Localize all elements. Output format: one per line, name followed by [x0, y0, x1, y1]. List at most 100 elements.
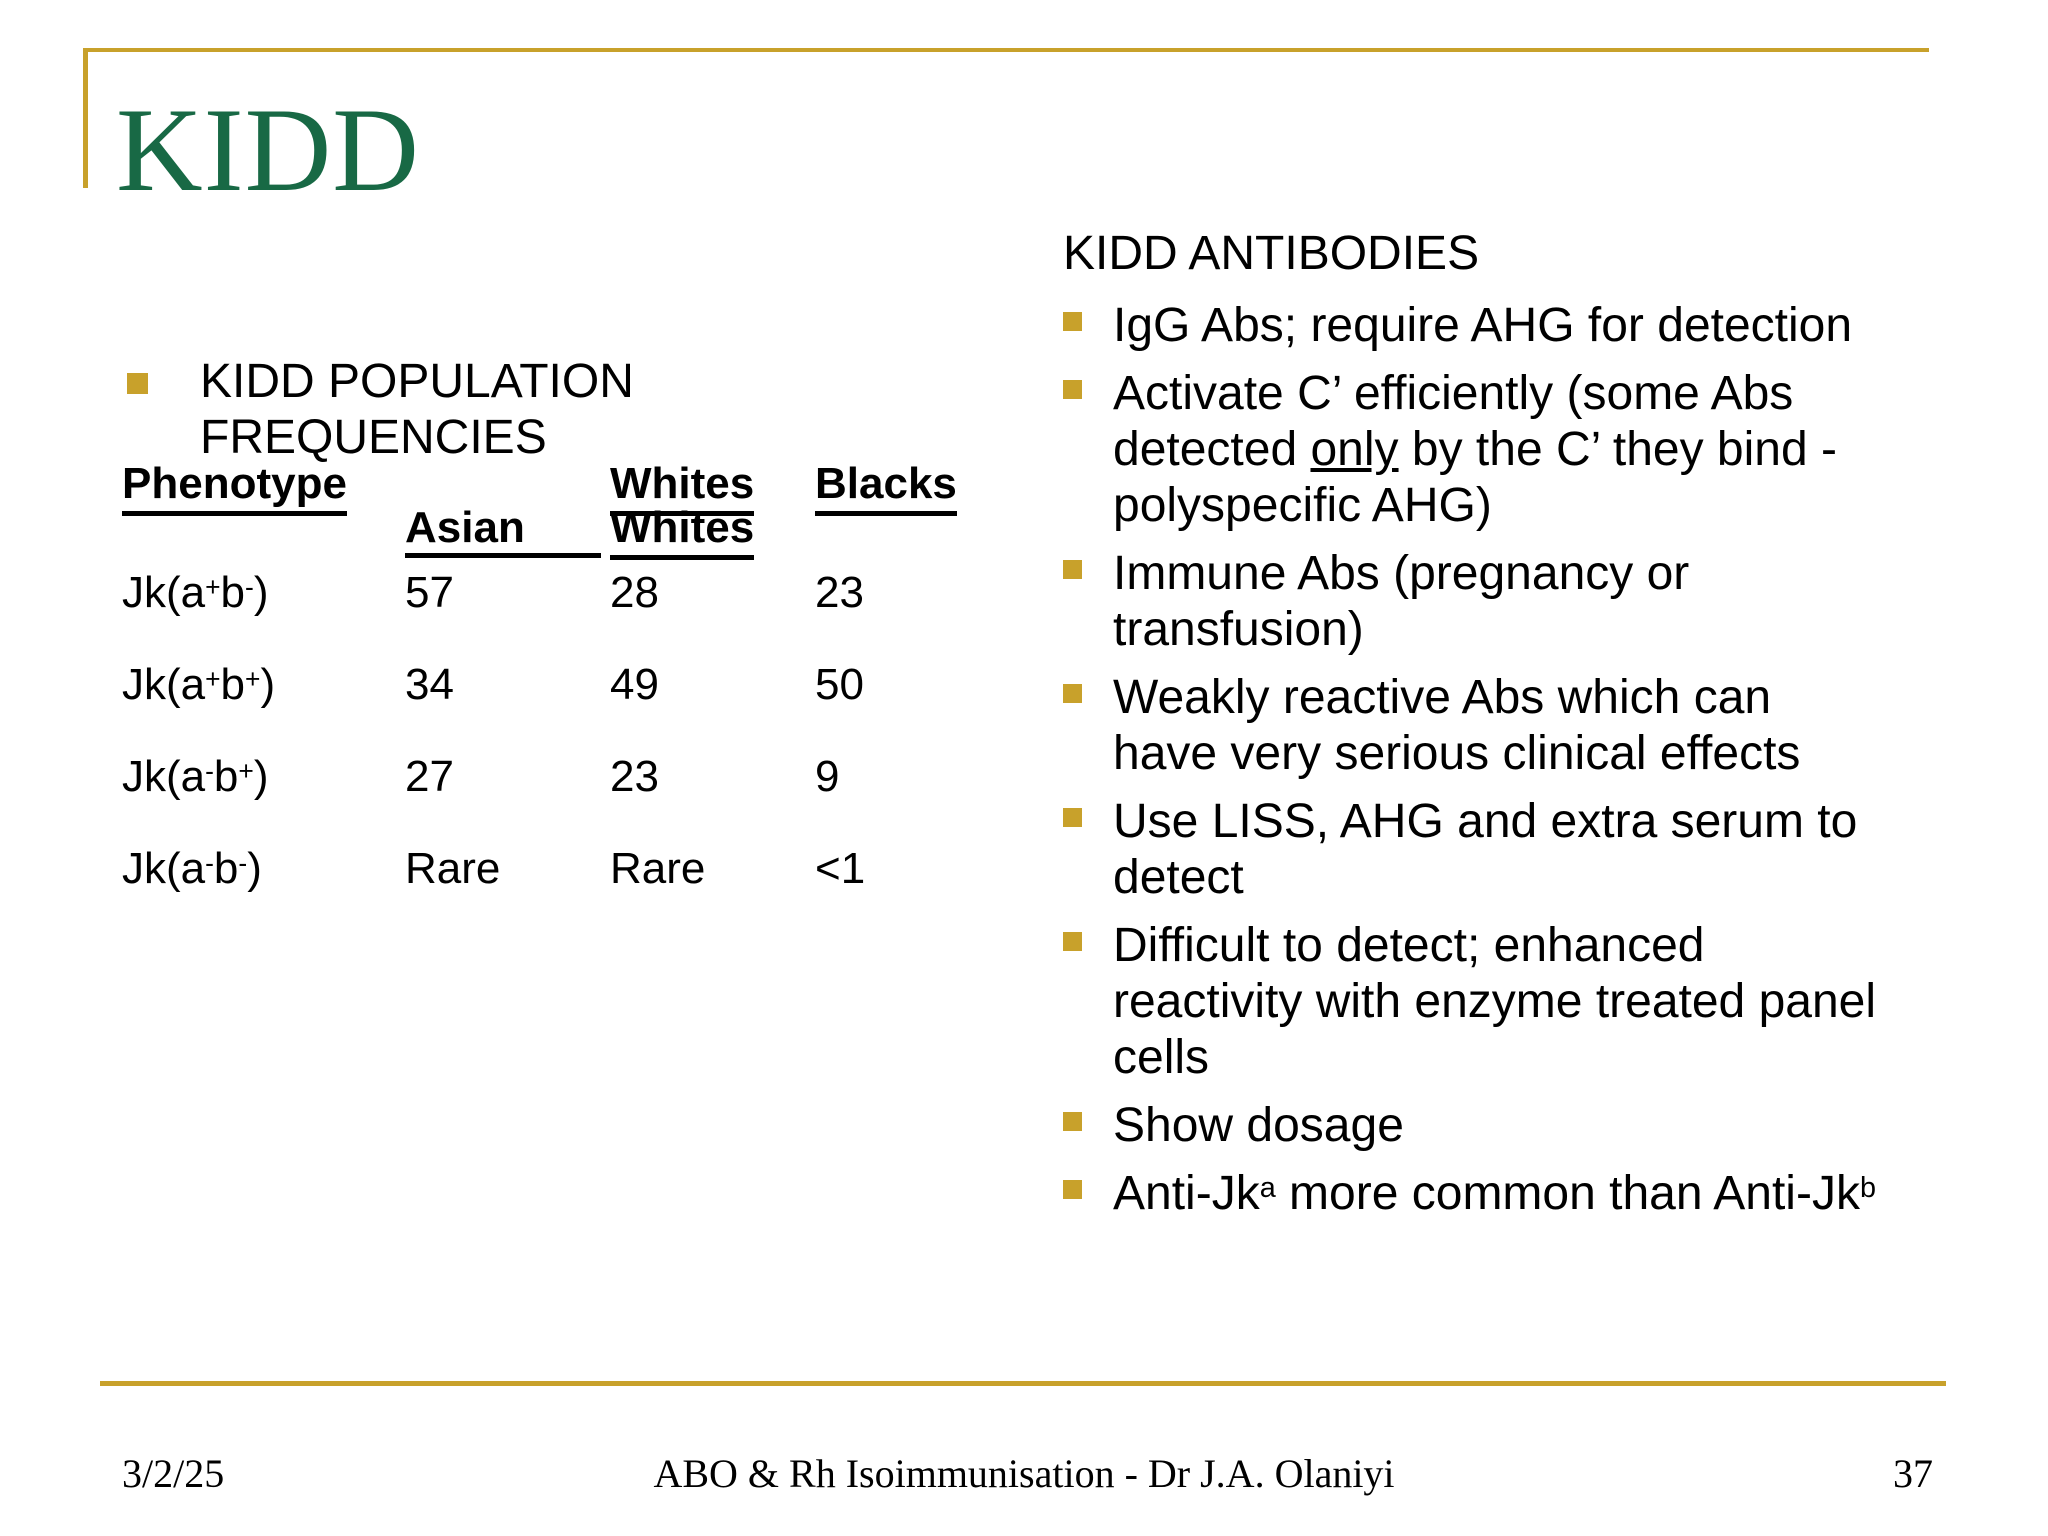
- superscript-text: +: [245, 663, 261, 694]
- value-cell: 49: [610, 660, 659, 709]
- superscript-text: +: [205, 571, 221, 602]
- left-rule-line: [83, 48, 88, 188]
- table-body: Jk(a+b-) 57 28 23 Jk(a+b+) 34 49 50 Jk(a-b+) 27 23…: [122, 568, 975, 936]
- bullet-square-icon: [1063, 560, 1082, 579]
- superscript-text: a: [1259, 1171, 1276, 1204]
- value-cell: 34: [405, 660, 454, 709]
- list-item-text: Use LISS, AHG and extra serum to detect: [1113, 795, 1857, 904]
- antibodies-panel: KIDD ANTIBODIES IgG Abs; require AHG for…: [1063, 226, 1963, 1222]
- text-segment: ): [253, 752, 269, 801]
- text-segment: b: [213, 844, 239, 893]
- superscript-text: -: [238, 847, 248, 878]
- column-header-asian: Asian: [405, 506, 610, 558]
- antibodies-list-item: Difficult to detect; enhanced reactivity…: [1063, 918, 1963, 1086]
- column-header-blacks: Blacks: [815, 459, 975, 516]
- phenotype-cell: Jk(a-b+): [122, 752, 405, 802]
- column-header-whites-2: Whites: [610, 503, 815, 560]
- value-cell: 9: [815, 752, 840, 801]
- text-segment: Activate C’ efficiently (some Abs detect…: [1113, 367, 1794, 476]
- text-segment: Anti-Jk: [1113, 1167, 1260, 1220]
- table-header-row-2: Asian Whites: [122, 503, 975, 560]
- value-cell: 28: [610, 568, 659, 617]
- text-segment: Difficult to detect; enhanced reactivity…: [1113, 919, 1877, 1084]
- top-rule-line: [85, 48, 1929, 52]
- text-segment: Show dosage: [1113, 1099, 1404, 1152]
- text-segment: Immune Abs (pregnancy or transfusion): [1113, 547, 1690, 656]
- value-cell: 57: [405, 568, 454, 617]
- column-header-spacer: [405, 462, 610, 506]
- column-header-spacer: [815, 506, 975, 558]
- text-segment: Jk(a: [122, 568, 206, 617]
- antibodies-list-item: Show dosage: [1063, 1098, 1963, 1154]
- bullet-square-icon: [1063, 1112, 1082, 1131]
- superscript-text: +: [238, 755, 254, 786]
- list-item-text: Difficult to detect; enhanced reactivity…: [1113, 919, 1876, 1084]
- bullet-square-icon: [1063, 312, 1082, 331]
- text-segment: ): [253, 568, 269, 617]
- value-cell: Rare: [405, 844, 501, 893]
- text-segment: Weakly reactive Abs which can have very …: [1113, 671, 1801, 780]
- list-item-text: Immune Abs (pregnancy or transfusion): [1113, 547, 1689, 656]
- text-segment: ): [260, 660, 276, 709]
- antibodies-list-item: Anti-Jka more common than Anti-Jkb: [1063, 1166, 1963, 1222]
- antibodies-list-item: Use LISS, AHG and extra serum to detect: [1063, 794, 1963, 906]
- text-segment: Jk(a: [122, 844, 206, 893]
- bullet-square-icon: [1063, 1180, 1082, 1199]
- value-cell: <1: [815, 844, 866, 893]
- superscript-text: -: [205, 755, 214, 786]
- footer-page-number: 37: [1893, 1451, 1933, 1496]
- underlined-text: only: [1310, 423, 1399, 476]
- phenotype-cell: Jk(a+b+): [122, 660, 405, 710]
- antibodies-list-item: Activate C’ efficiently (some Abs detect…: [1063, 366, 1963, 534]
- text-segment: Jk(a: [122, 660, 206, 709]
- antibodies-list-item: IgG Abs; require AHG for detection: [1063, 298, 1963, 354]
- text-segment: ): [247, 844, 262, 893]
- superscript-text: -: [205, 847, 214, 878]
- footer-date: 3/2/25: [122, 1451, 225, 1496]
- value-cell: 27: [405, 752, 454, 801]
- bottom-rule-line: [100, 1381, 1946, 1386]
- antibodies-list-item: Immune Abs (pregnancy or transfusion): [1063, 546, 1963, 658]
- text-segment: IgG Abs; require AHG for detection: [1113, 299, 1853, 352]
- table-row: Jk(a-b+) 27 23 9: [122, 752, 975, 844]
- value-cell: 23: [610, 752, 659, 801]
- text-segment: b: [213, 752, 239, 801]
- antibodies-list-item: Weakly reactive Abs which can have very …: [1063, 670, 1963, 782]
- column-header-whites: Whites: [610, 459, 815, 516]
- value-cell: 50: [815, 660, 864, 709]
- bullet-square-icon: [1063, 380, 1082, 399]
- bullet-square-icon: [1063, 932, 1082, 951]
- bullet-square-icon: [1063, 684, 1082, 703]
- text-segment: more common than Anti-Jk: [1275, 1167, 1860, 1220]
- list-item-text: Activate C’ efficiently (some Abs detect…: [1113, 367, 1837, 532]
- text-segment: b: [220, 568, 246, 617]
- footer-title: ABO & Rh Isoimmunisation - Dr J.A. Olani…: [653, 1451, 1395, 1496]
- value-cell: 23: [815, 568, 864, 617]
- bullet-square-icon: [127, 373, 148, 394]
- table-row: Jk(a-b-) Rare Rare <1: [122, 844, 975, 936]
- list-item-text: Weakly reactive Abs which can have very …: [1113, 671, 1800, 780]
- column-header-phenotype: Phenotype: [122, 459, 405, 516]
- column-header-spacer: [122, 506, 405, 558]
- text-segment: by the C’ they bind - polyspecific AHG): [1113, 423, 1837, 532]
- list-item-text: Anti-Jka more common than Anti-Jkb: [1113, 1167, 1876, 1220]
- population-frequencies-label: KIDD POPULATION FREQUENCIES: [200, 355, 634, 464]
- text-segment: b: [220, 660, 246, 709]
- superscript-text: +: [205, 663, 221, 694]
- table-row: Jk(a+b-) 57 28 23: [122, 568, 975, 660]
- superscript-text: -: [245, 571, 254, 602]
- population-frequencies-item: KIDD POPULATION FREQUENCIES: [127, 354, 747, 466]
- table-row: Jk(a+b+) 34 49 50: [122, 660, 975, 752]
- value-cell: Rare: [610, 844, 706, 893]
- phenotype-cell: Jk(a+b-): [122, 568, 405, 618]
- slide-title: KIDD: [116, 83, 420, 216]
- antibodies-heading: KIDD ANTIBODIES: [1063, 227, 1480, 280]
- text-segment: Jk(a: [122, 752, 206, 801]
- phenotype-cell: Jk(a-b-): [122, 844, 405, 894]
- bullet-square-icon: [1063, 808, 1082, 827]
- population-table: Phenotype Whites Blacks Asian Whites Jk(…: [122, 459, 975, 936]
- list-item-text: Show dosage: [1113, 1099, 1404, 1152]
- text-segment: Use LISS, AHG and extra serum to detect: [1113, 795, 1858, 904]
- list-item-text: IgG Abs; require AHG for detection: [1113, 299, 1852, 352]
